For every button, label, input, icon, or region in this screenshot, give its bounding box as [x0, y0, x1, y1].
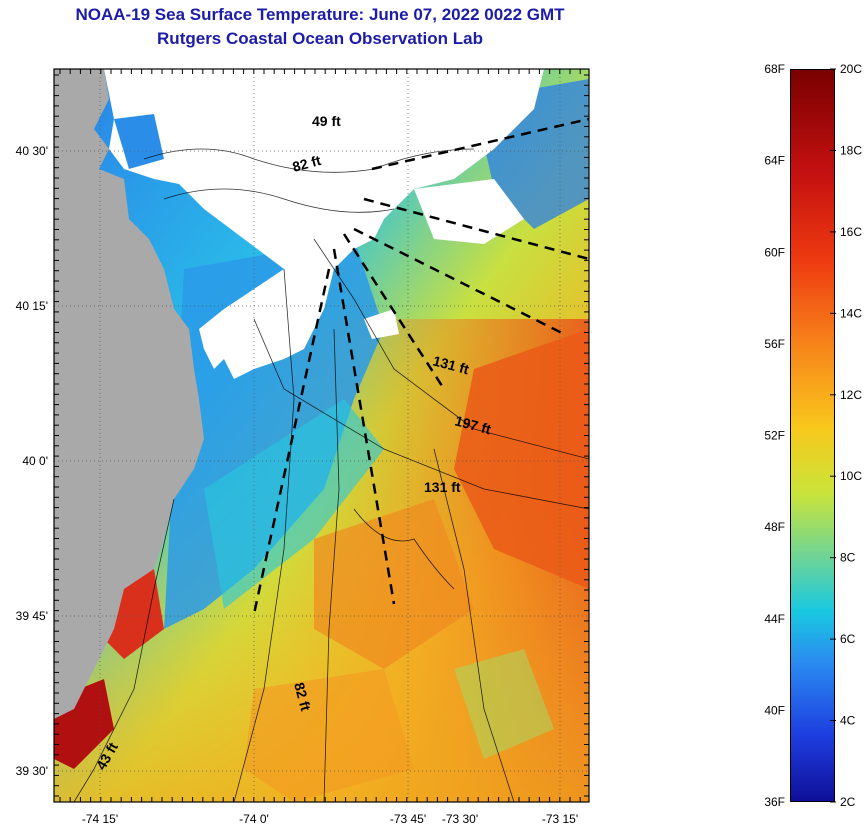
colorbar-celsius-tick: 14C — [840, 306, 862, 320]
colorbar — [790, 69, 835, 802]
lat-label-40-15: 40 15' — [16, 299, 48, 313]
lat-label-40-30: 40 30' — [16, 144, 48, 158]
map-title: NOAA-19 Sea Surface Temperature: June 07… — [75, 5, 565, 24]
colorbar-celsius-tick: 12C — [840, 388, 862, 402]
sst-map: 49 ft 82 ft 131 ft 197 ft 131 ft 82 ft 4… — [54, 69, 589, 802]
colorbar-celsius-tick: 4C — [840, 714, 856, 728]
depth-label-131ft-mid: 131 ft — [424, 479, 461, 495]
map-subtitle: Rutgers Coastal Ocean Observation Lab — [157, 29, 483, 48]
depth-label-49ft-north: 49 ft — [312, 113, 341, 129]
colorbar-fahrenheit-tick: 52F — [764, 429, 785, 443]
colorbar-fahrenheit-tick: 36F — [764, 795, 785, 809]
colorbar-fahrenheit-tick: 40F — [764, 703, 785, 717]
colorbar-fahrenheit-tick: 44F — [764, 612, 785, 626]
lon-label-74-15: -74 15' — [82, 812, 118, 826]
lat-label-39-45: 39 45' — [16, 609, 48, 623]
lat-label-39-30: 39 30' — [16, 764, 48, 778]
colorbar-celsius-tick: 16C — [840, 225, 862, 239]
colorbar-celsius-tick: 18C — [840, 143, 862, 157]
colorbar-celsius-tick: 10C — [840, 469, 862, 483]
colorbar-celsius-tick: 20C — [840, 62, 862, 76]
lon-label-73-30: -73 30' — [442, 812, 478, 826]
lat-label-40-0: 40 0' — [22, 454, 48, 468]
colorbar-fahrenheit-tick: 56F — [764, 337, 785, 351]
colorbar-fahrenheit-tick: 64F — [764, 154, 785, 168]
colorbar-fahrenheit-tick: 48F — [764, 520, 785, 534]
colorbar-fahrenheit-tick: 60F — [764, 245, 785, 259]
lon-label-73-15: -73 15' — [542, 812, 578, 826]
colorbar-celsius-tick: 2C — [840, 795, 856, 809]
lon-label-73-45: -73 45' — [390, 812, 426, 826]
colorbar-celsius-tick: 6C — [840, 632, 856, 646]
colorbar-fahrenheit-tick: 68F — [764, 62, 785, 76]
colorbar-celsius-tick: 8C — [840, 551, 856, 565]
lon-label-74-0: -74 0' — [239, 812, 269, 826]
